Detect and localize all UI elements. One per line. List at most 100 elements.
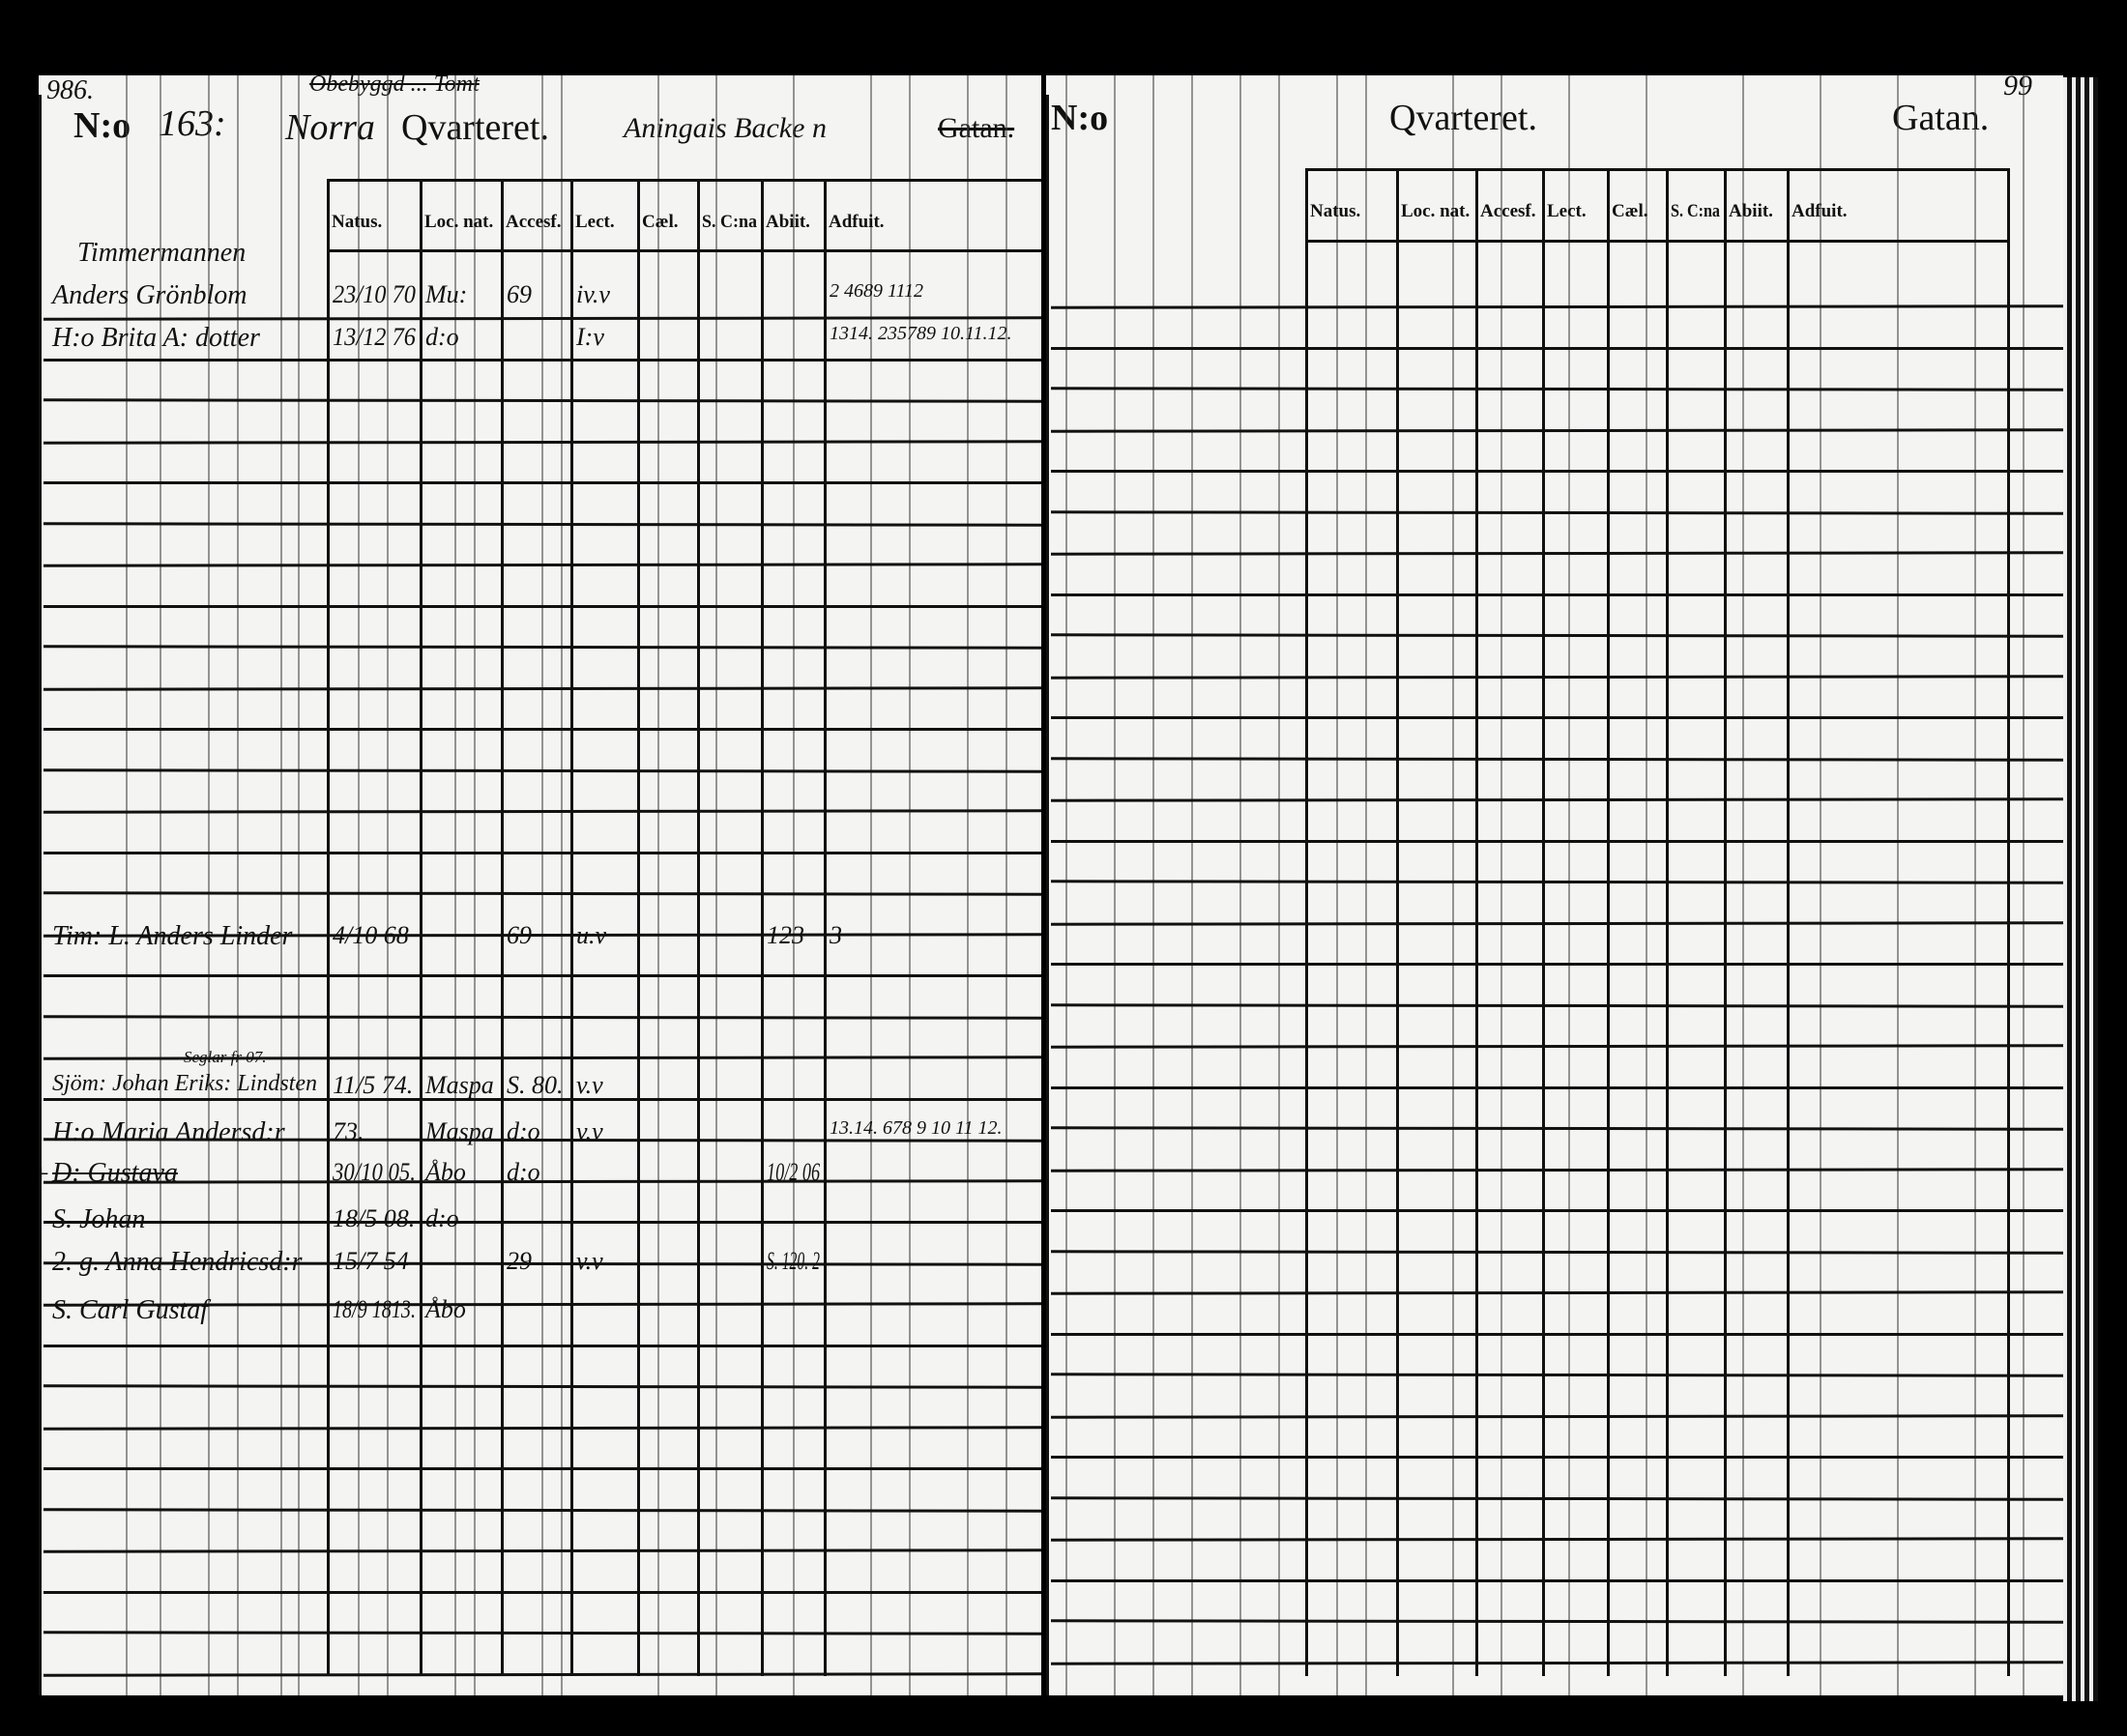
page-number: 99 [2003, 75, 2032, 101]
row-rule [1050, 920, 2063, 926]
row-rule [1050, 756, 2063, 762]
faint-rule [1278, 75, 1280, 1695]
header-top-rule [327, 179, 1041, 182]
column-border [761, 179, 764, 1676]
column-header: Abiit. [766, 212, 810, 232]
entry-natus: 18/5 08. [333, 1204, 416, 1232]
column-header: Loc. nat. [1401, 201, 1471, 221]
faint-rule [126, 75, 128, 1695]
row-rule [1050, 1167, 2063, 1172]
faint-rule [715, 75, 717, 1695]
faint-rule [1742, 75, 1744, 1695]
column-header: Cæl. [1612, 201, 1648, 221]
row-rule [43, 1425, 1041, 1431]
row-rule [1051, 839, 2063, 843]
row-rule [1051, 963, 2063, 966]
header-bottom-rule [1305, 240, 2007, 243]
column-border [570, 179, 573, 1676]
row-rule [43, 685, 1041, 691]
faint-rule [909, 75, 911, 1695]
entry-natus: 11/5 74. [333, 1071, 414, 1099]
entry-loc: Åbo [425, 1295, 466, 1323]
entry-loc: d:o [425, 323, 459, 351]
row-rule [43, 439, 1041, 445]
row-rule [1051, 470, 2063, 473]
row-rule [1051, 1085, 2063, 1089]
faint-rule [793, 75, 795, 1695]
faint-rule [1646, 75, 1647, 1695]
row-rule [44, 1344, 1041, 1347]
row-rule [44, 358, 1041, 362]
row-rule [1050, 1495, 2063, 1501]
entry-natus: 4/10 68 [333, 921, 409, 949]
header-bottom-rule [327, 249, 1041, 252]
row-rule [44, 481, 1041, 484]
entry-accesf: d:o [507, 1158, 540, 1186]
row-rule [1050, 304, 2063, 309]
entry-lect: u.v [576, 921, 607, 949]
row-rule [1051, 1578, 2063, 1582]
entry-abiit: 123 [767, 921, 804, 949]
entry-lect: v.v [576, 1071, 603, 1099]
entry-loc: Maspa [425, 1117, 494, 1145]
faint-rule [387, 75, 389, 1695]
column-border [637, 179, 640, 1676]
entry-lect: iv.v [576, 280, 610, 308]
faint-rule [967, 75, 969, 1695]
row-rule [1050, 1537, 2063, 1542]
row-rule [1050, 509, 2063, 515]
left-page: 986. N:o 163: Norra Qvarteret. Obebyggd … [39, 75, 1041, 1695]
row-rule [1051, 346, 2063, 350]
row-rule [1050, 1290, 2063, 1295]
faint-rule [298, 75, 300, 1695]
entry-natus: 23/10 70 [333, 280, 416, 308]
faint-rule [1065, 75, 1067, 1695]
row-rule [44, 974, 1041, 977]
row-rule [44, 1590, 1041, 1594]
entry-abiit: S. 120. 2 [767, 1247, 820, 1275]
entry-abiit: 10/2 06 [767, 1158, 821, 1186]
row-rule [1050, 1660, 2063, 1665]
entry-name: Tim: L. Anders Linder [52, 921, 293, 951]
entry-natus: 18/9 1813. [333, 1295, 416, 1323]
row-rule [44, 1097, 1041, 1101]
row-rule [44, 604, 1041, 608]
column-header: Natus. [332, 212, 383, 232]
entry-accesf: 29 [507, 1247, 532, 1275]
faint-rule [1820, 75, 1821, 1695]
quarter-label: Qvarteret. [1389, 98, 1537, 138]
entry-accesf: 69 [507, 280, 532, 308]
faint-rule [1239, 75, 1241, 1695]
entry-accesf: d:o [507, 1117, 540, 1145]
column-header: Accesf. [506, 212, 562, 232]
entry-lect: v.v [576, 1247, 603, 1275]
column-header: Lect. [575, 212, 615, 232]
row-rule [1050, 387, 2063, 391]
no-label: N:o [1051, 98, 1109, 138]
faint-rule [1005, 75, 1007, 1695]
row-rule [43, 521, 1041, 527]
column-header: Accesf. [1480, 201, 1536, 221]
faint-rule [1191, 75, 1193, 1695]
column-border [327, 179, 330, 1676]
row-rule [1050, 427, 2063, 433]
faint-rule [870, 75, 872, 1695]
column-header: Natus. [1310, 201, 1361, 221]
quarter-name: Norra [285, 107, 375, 148]
entry-name: H:o Maria Andersd:r [52, 1117, 285, 1147]
row-rule [1051, 1456, 2063, 1459]
entry-adfuit: 3 [830, 921, 842, 949]
row-rule [44, 1221, 1041, 1224]
column-border [824, 179, 827, 1676]
page-number: 986. [46, 75, 94, 105]
entry-loc: Åbo [425, 1158, 466, 1186]
row-rule [1051, 593, 2063, 596]
row-rule [1051, 1209, 2063, 1212]
entry-name: Anders Grönblom [52, 280, 248, 310]
page-margin-line [1046, 95, 1049, 1695]
page-margin-line [39, 95, 42, 1695]
entry-natus: 15/7 54 [333, 1247, 409, 1275]
row-rule [1050, 880, 2063, 884]
row-rule [1050, 797, 2063, 802]
street-label: Gatan. [1892, 98, 1990, 138]
